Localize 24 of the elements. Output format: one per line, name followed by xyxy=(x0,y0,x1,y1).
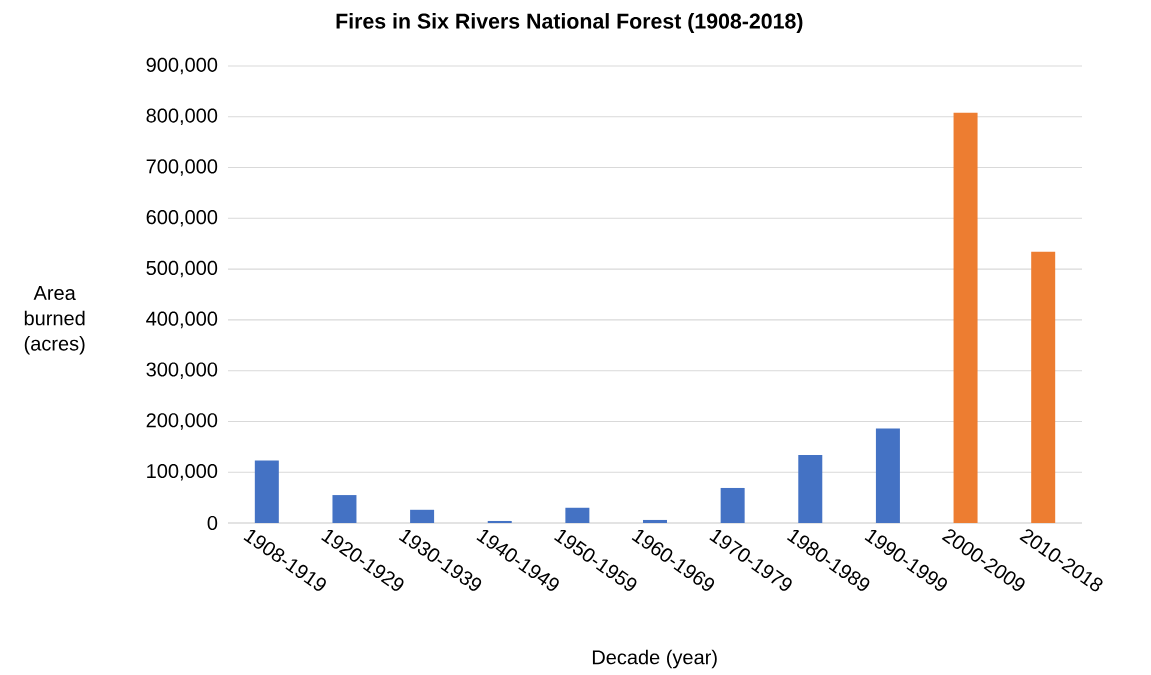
bar xyxy=(254,460,279,523)
y-tick-label: 300,000 xyxy=(146,362,218,379)
y-tick-label: 0 xyxy=(207,515,218,531)
y-tick-label: 100,000 xyxy=(147,463,218,481)
x-axis-title: Decade (year) xyxy=(592,649,717,669)
y-tick-label: 900,000 xyxy=(146,57,218,75)
bar xyxy=(953,112,978,523)
bar xyxy=(720,487,745,523)
chart-title: Fires in Six Rivers National Forest (1908-2018) xyxy=(336,13,803,33)
bar xyxy=(798,454,823,523)
bar xyxy=(875,428,900,523)
bar xyxy=(487,520,512,523)
bar xyxy=(332,495,357,523)
y-tick-label: 400,000 xyxy=(146,311,218,329)
bar xyxy=(643,519,668,523)
bar xyxy=(410,509,435,523)
y-axis-title: Area burned (acres) xyxy=(24,286,85,355)
y-tick-label: 200,000 xyxy=(146,413,218,430)
y-tick-label: 700,000 xyxy=(146,159,218,176)
y-tick-label: 800,000 xyxy=(146,108,218,126)
bar xyxy=(1031,251,1056,523)
y-tick-label: 600,000 xyxy=(146,210,218,227)
y-tick-label: 500,000 xyxy=(146,260,218,278)
bar xyxy=(565,507,590,523)
